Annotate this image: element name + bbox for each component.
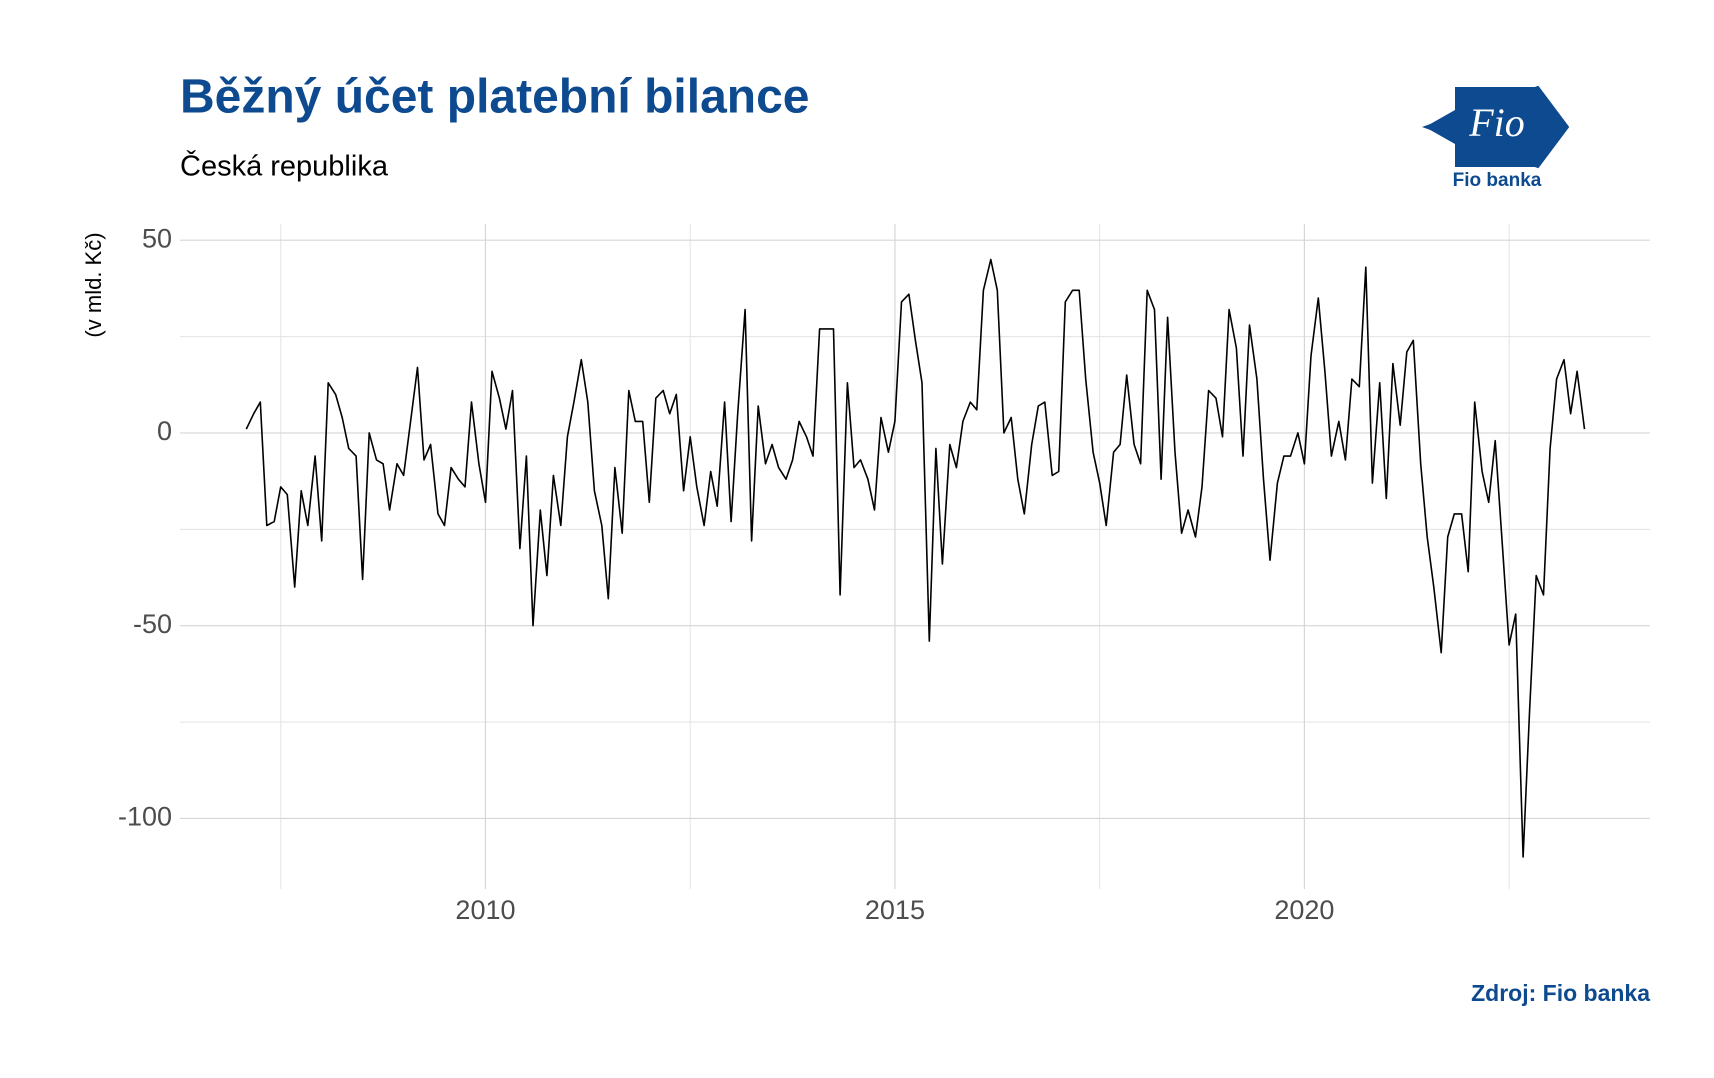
y-tick-label: -50 [133,609,172,639]
logo: Fio Fio banka [1422,85,1570,191]
y-tick-label: 0 [157,416,172,446]
logo-arrow [1425,110,1455,144]
logo-shape [1455,87,1568,167]
x-tick-label: 2010 [455,895,515,925]
y-axis-label: (v mld. Kč) [81,232,106,337]
data-line [245,258,1586,858]
logo-mark: Fio [1468,100,1525,145]
chart-title: Běžný účet platební bilance [180,71,809,124]
x-tick-label: 2015 [865,895,925,925]
y-tick-label: 50 [142,223,172,253]
y-tick-label: -100 [118,802,172,832]
logo-name: Fio banka [1453,170,1542,191]
x-tick-label: 2020 [1274,895,1334,925]
source-note: Zdroj: Fio banka [1471,980,1650,1006]
chart-subtitle: Česká republika [180,149,389,183]
